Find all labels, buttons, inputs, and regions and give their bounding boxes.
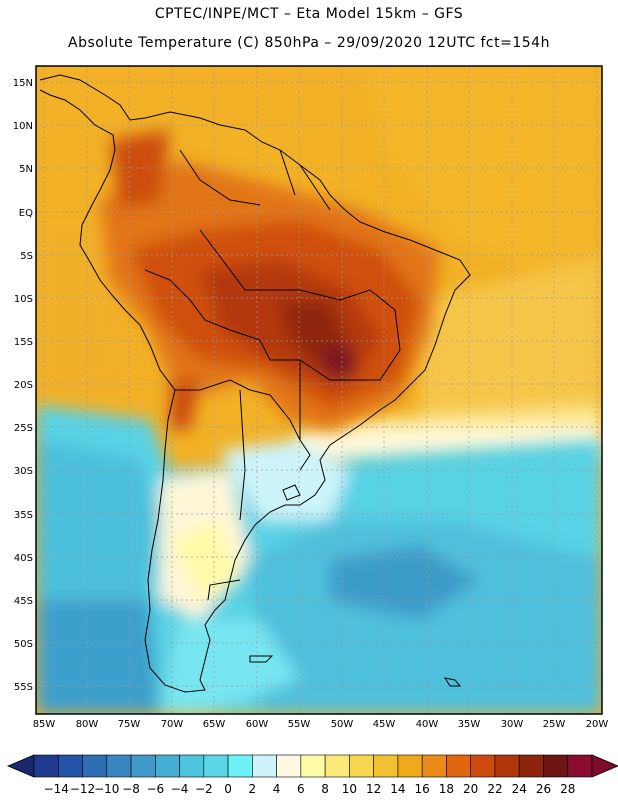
colorbar-label: 24	[512, 782, 527, 796]
lon-label: 45W	[373, 719, 396, 730]
lat-label: 25S	[14, 423, 33, 434]
lon-label: 60W	[246, 719, 269, 730]
colorbar-swatch	[300, 754, 326, 778]
plot-frame	[35, 65, 603, 715]
lat-label: 20S	[14, 380, 33, 391]
colorbar-swatch	[470, 754, 496, 778]
colorbar-swatch	[324, 754, 350, 778]
colorbar-label: −10	[94, 782, 119, 796]
lon-label: 75W	[118, 719, 141, 730]
latitude-axis: 15N 10N 5N EQ 5S 10S 15S 20S 25S 30S 35S…	[13, 78, 33, 693]
graticule	[36, 66, 602, 714]
colorbar-arrow-left	[6, 754, 35, 778]
colorbar-label: −12	[70, 782, 95, 796]
lat-label: 5S	[20, 251, 33, 262]
colorbar-label: −8	[122, 782, 140, 796]
lat-label: 50S	[14, 639, 33, 650]
lat-label: 40S	[14, 553, 33, 564]
lon-label: 25W	[543, 719, 566, 730]
colorbar-swatch	[373, 754, 399, 778]
colorbar-swatch	[518, 754, 544, 778]
colorbar-swatch	[227, 754, 253, 778]
coastlines	[39, 74, 471, 693]
lon-label: 65W	[203, 719, 226, 730]
colorbar-swatch	[276, 754, 302, 778]
lon-label: 40W	[416, 719, 439, 730]
colorbar-swatch	[57, 754, 83, 778]
colorbar-label: 2	[249, 782, 257, 796]
lon-label: 35W	[458, 719, 481, 730]
lon-label: 70W	[161, 719, 184, 730]
colorbar-swatch	[106, 754, 132, 778]
lon-label: 20W	[586, 719, 609, 730]
longitude-axis: 85W 80W 75W 70W 65W 60W 55W 50W 45W 40W …	[33, 719, 609, 730]
colorbar-arrow-right	[591, 754, 618, 778]
colorbar-label: 4	[273, 782, 281, 796]
colorbar-swatch	[130, 754, 156, 778]
colorbar-label: 8	[321, 782, 329, 796]
colorbar-swatch	[494, 754, 520, 778]
colorbar-label: 10	[342, 782, 357, 796]
colorbar-label: 0	[224, 782, 232, 796]
lat-label: 15N	[13, 78, 33, 89]
colorbar-label: 14	[390, 782, 405, 796]
lat-label: 55S	[14, 682, 33, 693]
colorbar-swatch	[543, 754, 569, 778]
colorbar-label: 22	[487, 782, 502, 796]
colorbar-swatch	[567, 754, 593, 778]
colorbar-swatch	[33, 754, 59, 778]
colorbar-label: 20	[463, 782, 478, 796]
colorbar-swatch	[82, 754, 108, 778]
lat-label: 15S	[14, 337, 33, 348]
lon-label: 55W	[288, 719, 311, 730]
colorbar-swatch	[203, 754, 229, 778]
lon-label: 85W	[33, 719, 56, 730]
lat-label: 10S	[14, 294, 33, 305]
lat-label: 35S	[14, 510, 33, 521]
lon-label: 80W	[76, 719, 99, 730]
colorbar-label: −4	[171, 782, 189, 796]
colorbar-swatch	[446, 754, 471, 778]
colorbar-label: −2	[195, 782, 213, 796]
lon-label: 50W	[331, 719, 354, 730]
colorbar-swatch	[349, 754, 374, 778]
colorbar-label: −6	[146, 782, 164, 796]
lat-label: EQ	[19, 208, 33, 219]
colorbar: −14 −12−10 −8 −6 −4 −2 0 2 4 6 8 10 12 14 16 18 20 22 24 26…	[6, 754, 618, 796]
colorbar-swatch	[252, 754, 277, 778]
colorbar-swatch	[397, 754, 423, 778]
title-variable: Absolute Temperature (C) 850hPa – 29/09/…	[68, 35, 550, 51]
colorbar-label: 16	[415, 782, 430, 796]
colorbar-label: 6	[297, 782, 305, 796]
colorbar-swatch	[421, 754, 447, 778]
lat-label: 30S	[14, 466, 33, 477]
lat-label: 10N	[13, 121, 33, 132]
lat-label: 5N	[19, 164, 33, 175]
colorbar-swatch	[155, 754, 180, 778]
colorbar-label: 26	[536, 782, 551, 796]
colorbar-label: 28	[560, 782, 575, 796]
temperature-field	[36, 66, 602, 714]
title-model: CPTEC/INPE/MCT – Eta Model 15km – GFS	[154, 6, 464, 22]
lon-label: 30W	[501, 719, 524, 730]
colorbar-label: 12	[366, 782, 381, 796]
colorbar-label: −14	[44, 782, 69, 796]
colorbar-swatch	[179, 754, 205, 778]
lat-label: 45S	[14, 596, 33, 607]
colorbar-label: 18	[439, 782, 454, 796]
